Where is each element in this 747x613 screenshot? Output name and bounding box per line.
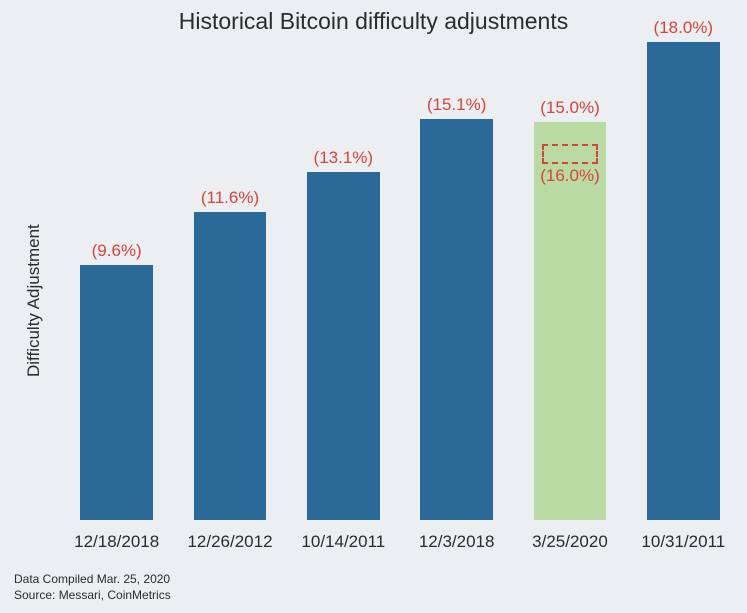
bar xyxy=(307,172,380,520)
bar-group: (13.1%) xyxy=(287,172,400,520)
bar-group: (15.0%)(16.0%) xyxy=(513,122,626,520)
x-axis-category: 10/14/2011 xyxy=(287,532,400,552)
bar xyxy=(194,212,267,520)
bar-value-label: (9.6%) xyxy=(60,241,173,261)
bar-group: (18.0%) xyxy=(627,42,740,520)
bar-value-label: (15.0%) xyxy=(513,98,626,118)
bar-value-label: (18.0%) xyxy=(627,18,740,38)
x-axis-category: 10/31/2011 xyxy=(627,532,740,552)
chart-container: Historical Bitcoin difficulty adjustment… xyxy=(0,0,747,613)
bar-group: (11.6%) xyxy=(173,212,286,520)
footer-source: Source: Messari, CoinMetrics xyxy=(14,588,171,604)
bar-value-label: (11.6%) xyxy=(173,188,286,208)
x-axis-category: 12/18/2018 xyxy=(60,532,173,552)
bar-value-label: (15.1%) xyxy=(400,95,513,115)
x-axis-labels: 12/18/201812/26/201210/14/201112/3/20183… xyxy=(60,532,740,556)
x-axis-category: 3/25/2020 xyxy=(513,532,626,552)
bar xyxy=(420,119,493,520)
bar-group: (15.1%) xyxy=(400,119,513,520)
bar xyxy=(647,42,720,520)
footer-compiled: Data Compiled Mar. 25, 2020 xyxy=(14,572,171,588)
plot-area: (9.6%)(11.6%)(13.1%)(15.1%)(15.0%)(16.0%… xyxy=(60,42,740,520)
bar-value-label: (13.1%) xyxy=(287,148,400,168)
x-axis-category: 12/3/2018 xyxy=(400,532,513,552)
bar xyxy=(80,265,153,520)
y-axis-label: Difficulty Adjustment xyxy=(24,224,44,377)
highlight-dashed-box xyxy=(542,144,598,164)
bar-extra-value-label: (16.0%) xyxy=(513,166,626,186)
chart-footer: Data Compiled Mar. 25, 2020 Source: Mess… xyxy=(14,572,171,603)
bar-group: (9.6%) xyxy=(60,265,173,520)
x-axis-category: 12/26/2012 xyxy=(173,532,286,552)
